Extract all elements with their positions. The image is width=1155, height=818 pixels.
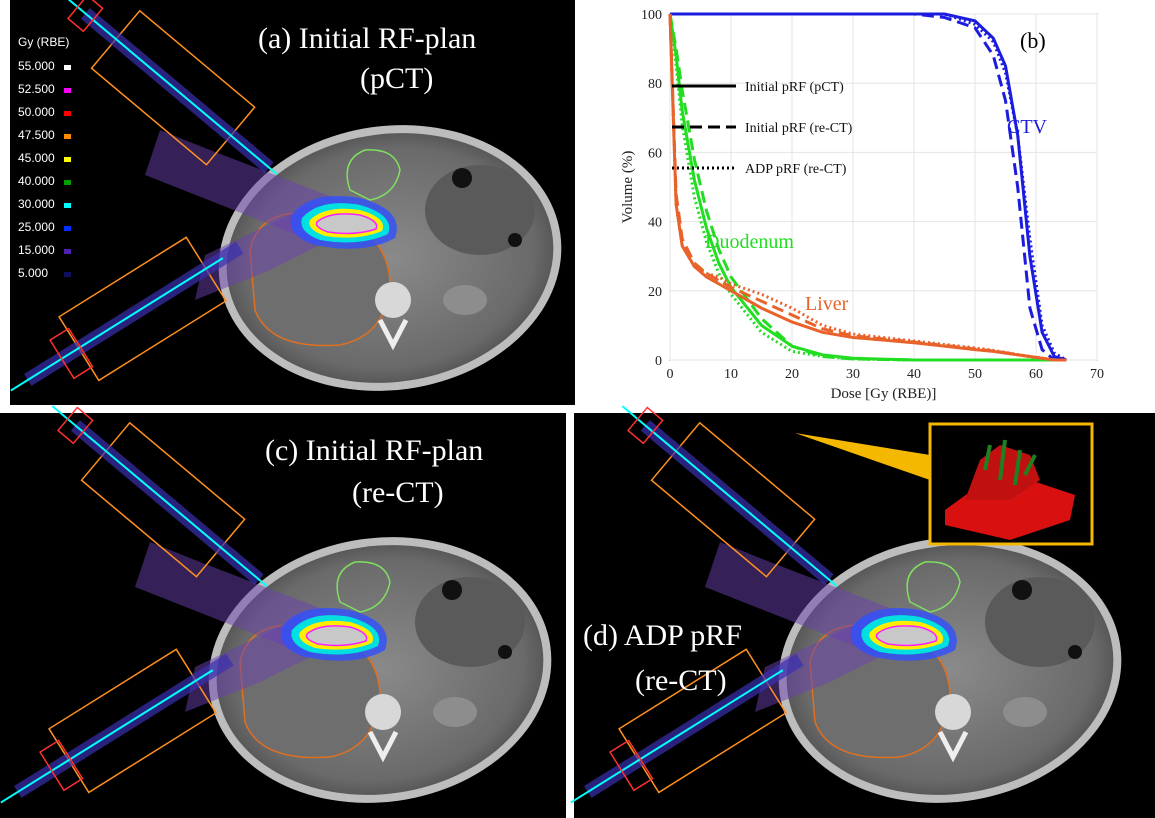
y-tick-label: 80 [648, 77, 662, 92]
x-tick-label: 0 [667, 367, 674, 382]
dose-legend-label: 55.000 [18, 59, 55, 73]
dvh-chart: 0 10 20 30 40 50 60 70 0 20 40 60 80 100 Dose [Gy (RBE… [620, 8, 1104, 402]
y-tick-label: 0 [655, 354, 662, 369]
legend-label: Initial pRF (pCT) [745, 80, 844, 95]
structure-label: CTV [1007, 116, 1048, 138]
dose-legend-label: 50.000 [18, 105, 55, 119]
x-tick-label: 10 [724, 367, 738, 382]
x-tick-label: 70 [1090, 367, 1104, 382]
x-axis-label: Dose [Gy (RBE)] [831, 386, 937, 402]
x-tick-label: 60 [1029, 367, 1043, 382]
dose-legend-label: 15.000 [18, 243, 55, 257]
panel-title: (pCT) [360, 62, 433, 95]
figure-canvas: (a) Initial RF-plan (pCT) (c) Initial RF… [0, 0, 1155, 818]
dose-legend-swatch [64, 203, 71, 208]
x-tick-label: 50 [968, 367, 982, 382]
y-axis-label: Volume (%) [620, 151, 636, 224]
x-tick-label: 30 [846, 367, 860, 382]
structure-label: Duodenum [705, 231, 794, 253]
figure: (a) Initial RF-plan (pCT) (c) Initial RF… [0, 0, 1155, 818]
dose-legend-swatch [64, 65, 71, 70]
y-tick-label: 40 [648, 216, 662, 231]
x-tick-label: 20 [785, 367, 799, 382]
plot-area [670, 14, 1097, 360]
dose-legend-label: 30.000 [18, 197, 55, 211]
dose-legend-swatch [64, 226, 71, 231]
x-tick-label: 40 [907, 367, 921, 382]
legend-label: ADP pRF (re-CT) [745, 162, 847, 177]
dose-legend-label: 5.000 [18, 266, 48, 280]
panel-title: (c) Initial RF-plan [265, 434, 483, 467]
dose-legend-swatch [64, 157, 71, 162]
dose-legend-swatch [64, 88, 71, 93]
dose-legend-title: Gy (RBE) [18, 35, 69, 49]
y-tick-label: 60 [648, 146, 662, 161]
y-tick-label: 20 [648, 285, 662, 300]
dose-legend-label: 47.500 [18, 128, 55, 142]
dose-legend-swatch [64, 111, 71, 116]
panel-label: (b) [1020, 28, 1046, 53]
dose-legend-swatch [64, 249, 71, 254]
panel-title: (a) Initial RF-plan [258, 22, 476, 55]
dose-legend-swatch [64, 134, 71, 139]
panel-title: (d) ADP pRF [583, 619, 742, 652]
legend-label: Initial pRF (re-CT) [745, 121, 853, 136]
panel-title: (re-CT) [635, 664, 727, 697]
dose-legend-label: 45.000 [18, 151, 55, 165]
dose-legend-label: 52.500 [18, 82, 55, 96]
panel-title: (re-CT) [352, 476, 444, 509]
y-tick-label: 100 [641, 8, 662, 23]
dose-legend-label: 40.000 [18, 174, 55, 188]
dose-legend-label: 25.000 [18, 220, 55, 234]
structure-label: Liver [805, 293, 849, 315]
dose-legend-swatch [64, 272, 71, 277]
dose-legend-swatch [64, 180, 71, 185]
